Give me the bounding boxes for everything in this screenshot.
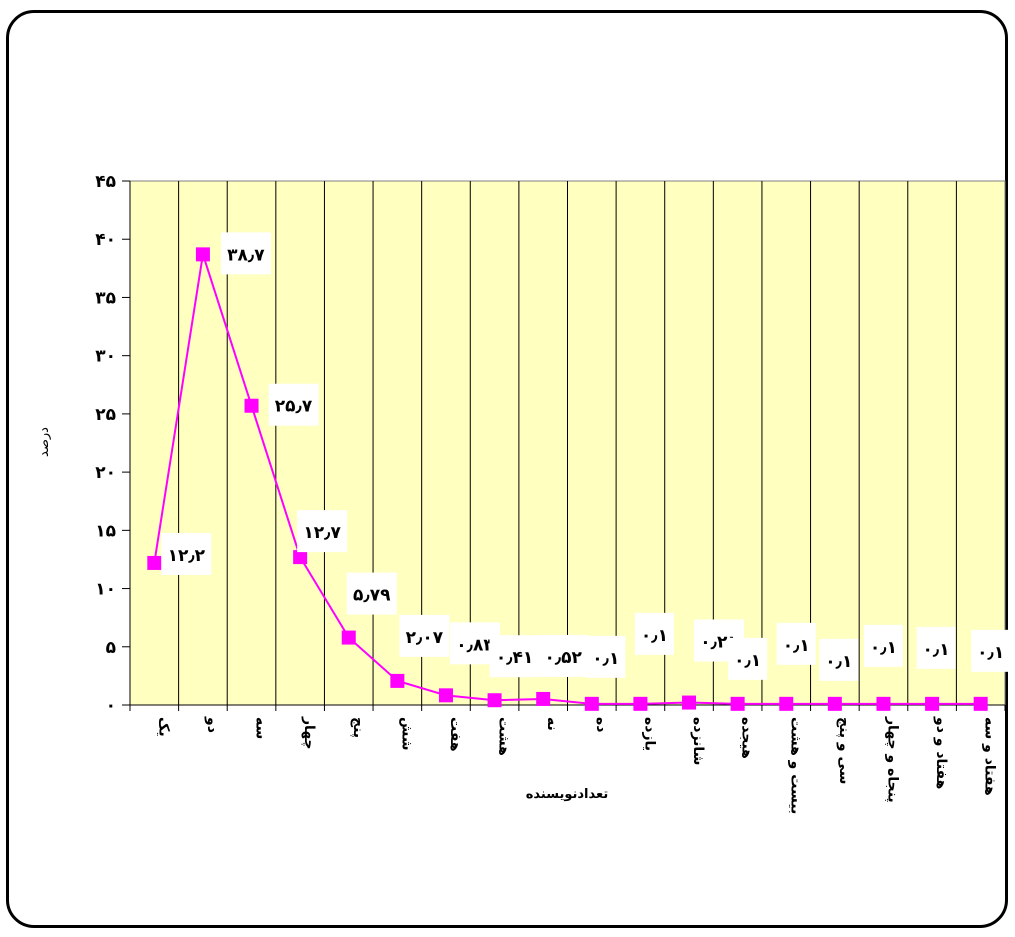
y-tick-label: ۲۰ bbox=[95, 463, 116, 483]
x-category-label: بیست و هشت bbox=[787, 717, 803, 814]
data-label-box bbox=[346, 572, 397, 615]
x-category-label: دو bbox=[204, 716, 220, 733]
x-category-label: هیجده bbox=[739, 717, 755, 759]
x-category-label: سه bbox=[253, 717, 269, 739]
y-tick-label: ۲۵ bbox=[95, 405, 116, 425]
y-tick-label: ۱۰ bbox=[95, 580, 116, 600]
data-label-box bbox=[489, 635, 540, 678]
x-category-label: شانزده bbox=[690, 717, 706, 765]
data-label-box bbox=[971, 629, 1011, 672]
data-label-box bbox=[399, 614, 450, 657]
data-point-marker bbox=[633, 696, 648, 711]
data-point-marker bbox=[827, 696, 842, 711]
data-label: ۵٫۷۹ bbox=[353, 586, 391, 606]
data-point-marker bbox=[730, 696, 745, 711]
data-label: ۳۸٫۷ bbox=[227, 245, 265, 265]
data-point-marker bbox=[195, 247, 210, 262]
data-label-box bbox=[268, 383, 319, 426]
x-category-label: یازده bbox=[641, 717, 657, 751]
data-label-box bbox=[776, 622, 816, 665]
x-category-label: چهار bbox=[301, 716, 317, 750]
data-label: ۰٫۱ bbox=[641, 626, 668, 646]
data-point-marker bbox=[536, 691, 551, 706]
x-category-label: پنج bbox=[350, 717, 366, 738]
data-label: ۲۵٫۷ bbox=[275, 397, 313, 417]
x-category-label: هشت bbox=[496, 717, 512, 756]
data-label: ۰٫۱ bbox=[825, 652, 852, 672]
data-label: ۰٫۵۲ bbox=[544, 648, 582, 668]
data-label: ۰٫۱ bbox=[870, 638, 897, 658]
data-point-marker bbox=[584, 696, 599, 711]
data-point-marker bbox=[925, 696, 940, 711]
x-category-label: شش bbox=[398, 717, 414, 751]
data-label: ۱۲٫۲ bbox=[168, 546, 206, 566]
y-tick-label: ۳۵ bbox=[95, 288, 116, 308]
data-label-box bbox=[634, 612, 674, 655]
data-label: ۰٫۱ bbox=[734, 651, 761, 671]
data-point-marker bbox=[876, 696, 891, 711]
y-axis-title: درصد bbox=[37, 427, 52, 457]
data-label: ۰٫۱ bbox=[923, 640, 950, 660]
x-category-label: ده bbox=[593, 717, 609, 732]
series-line bbox=[153, 254, 981, 705]
data-point-marker bbox=[244, 398, 259, 413]
data-label-box bbox=[220, 232, 271, 275]
y-tick-label: ۵ bbox=[106, 638, 116, 658]
y-tick-label: ۳۰ bbox=[95, 347, 116, 367]
data-label-box bbox=[161, 532, 212, 575]
x-category-label: هفت bbox=[447, 717, 463, 752]
data-point-marker bbox=[682, 695, 697, 710]
y-tick-label: ۱۵ bbox=[95, 521, 116, 541]
data-point-marker bbox=[147, 555, 162, 570]
data-point-marker bbox=[293, 550, 308, 565]
data-label: ۰٫۱ bbox=[783, 636, 810, 656]
y-tick-label: ۴۰ bbox=[95, 230, 116, 250]
data-label: ۰٫۴۱ bbox=[496, 648, 533, 668]
data-label-box bbox=[297, 510, 348, 553]
data-point-marker bbox=[487, 693, 502, 708]
data-label-box bbox=[728, 637, 768, 680]
data-point-marker bbox=[341, 630, 356, 645]
x-category-label: نه bbox=[544, 717, 560, 731]
data-point-marker bbox=[973, 696, 988, 711]
x-category-label: سی و پنج bbox=[836, 717, 852, 784]
data-label-box bbox=[863, 624, 903, 667]
data-label: ۰٫۱ bbox=[592, 649, 619, 669]
data-label-box bbox=[819, 638, 859, 681]
data-label: ۱۲٫۷ bbox=[303, 523, 341, 543]
data-point-marker bbox=[438, 688, 453, 703]
data-label-box bbox=[916, 626, 956, 669]
data-label: ۰٫۱ bbox=[977, 643, 1004, 663]
data-label: ۲٫۰۷ bbox=[406, 628, 444, 648]
data-label-box bbox=[586, 635, 626, 678]
data-label-box bbox=[538, 634, 589, 677]
data-point-marker bbox=[779, 696, 794, 711]
x-category-label: هفتاد و سه bbox=[982, 717, 998, 796]
x-category-label: هفتاد و دو bbox=[933, 716, 949, 789]
x-category-label: یک bbox=[155, 717, 171, 737]
data-point-marker bbox=[390, 673, 405, 688]
y-tick-label: ۰ bbox=[106, 696, 116, 716]
y-tick-label: ۴۵ bbox=[95, 172, 116, 192]
data-label: ۰٫۸۳ bbox=[456, 635, 494, 655]
x-axis-title: تعدادنویسنده bbox=[526, 787, 609, 802]
x-category-label: پنجاه و چهار bbox=[884, 716, 900, 803]
